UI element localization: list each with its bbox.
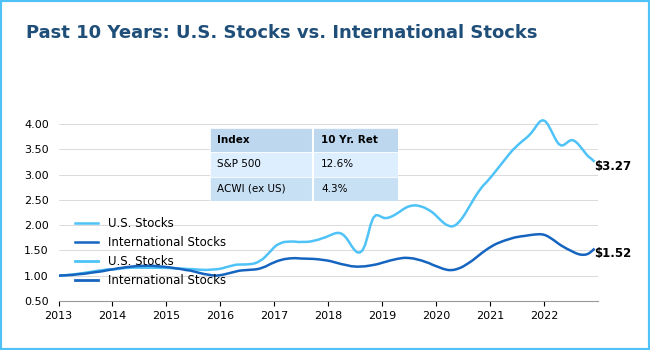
Legend: U.S. Stocks, International Stocks, U.S. Stocks, International Stocks: U.S. Stocks, International Stocks, U.S. … [70, 212, 230, 292]
International Stocks [87, 271, 95, 275]
International Stocks [55, 274, 62, 278]
U.S. Stocks [154, 266, 162, 270]
International Stocks [197, 271, 205, 275]
U.S. Stocks [87, 270, 95, 274]
International Stocks [566, 248, 573, 252]
International Stocks [536, 232, 544, 236]
Line: U.S. Stocks: U.S. Stocks [58, 120, 593, 276]
U.S. Stocks [197, 268, 205, 272]
U.S. Stocks [55, 274, 62, 278]
Text: $1.52: $1.52 [593, 246, 631, 259]
U.S. Stocks [590, 159, 597, 163]
Text: Past 10 Years: U.S. Stocks vs. International Stocks: Past 10 Years: U.S. Stocks vs. Internati… [26, 25, 538, 42]
Text: $3.27: $3.27 [593, 160, 630, 173]
U.S. Stocks [547, 127, 554, 132]
Line: International Stocks: International Stocks [58, 234, 593, 276]
International Stocks [590, 247, 597, 252]
International Stocks [76, 272, 84, 276]
U.S. Stocks [566, 139, 573, 143]
Text: Growth of a Dollar Invested in U.S. and International Markets 2013 to 2022: Growth of a Dollar Invested in U.S. and … [103, 62, 547, 75]
International Stocks [154, 264, 162, 268]
International Stocks [547, 236, 554, 240]
U.S. Stocks [76, 272, 84, 276]
U.S. Stocks [539, 118, 547, 122]
